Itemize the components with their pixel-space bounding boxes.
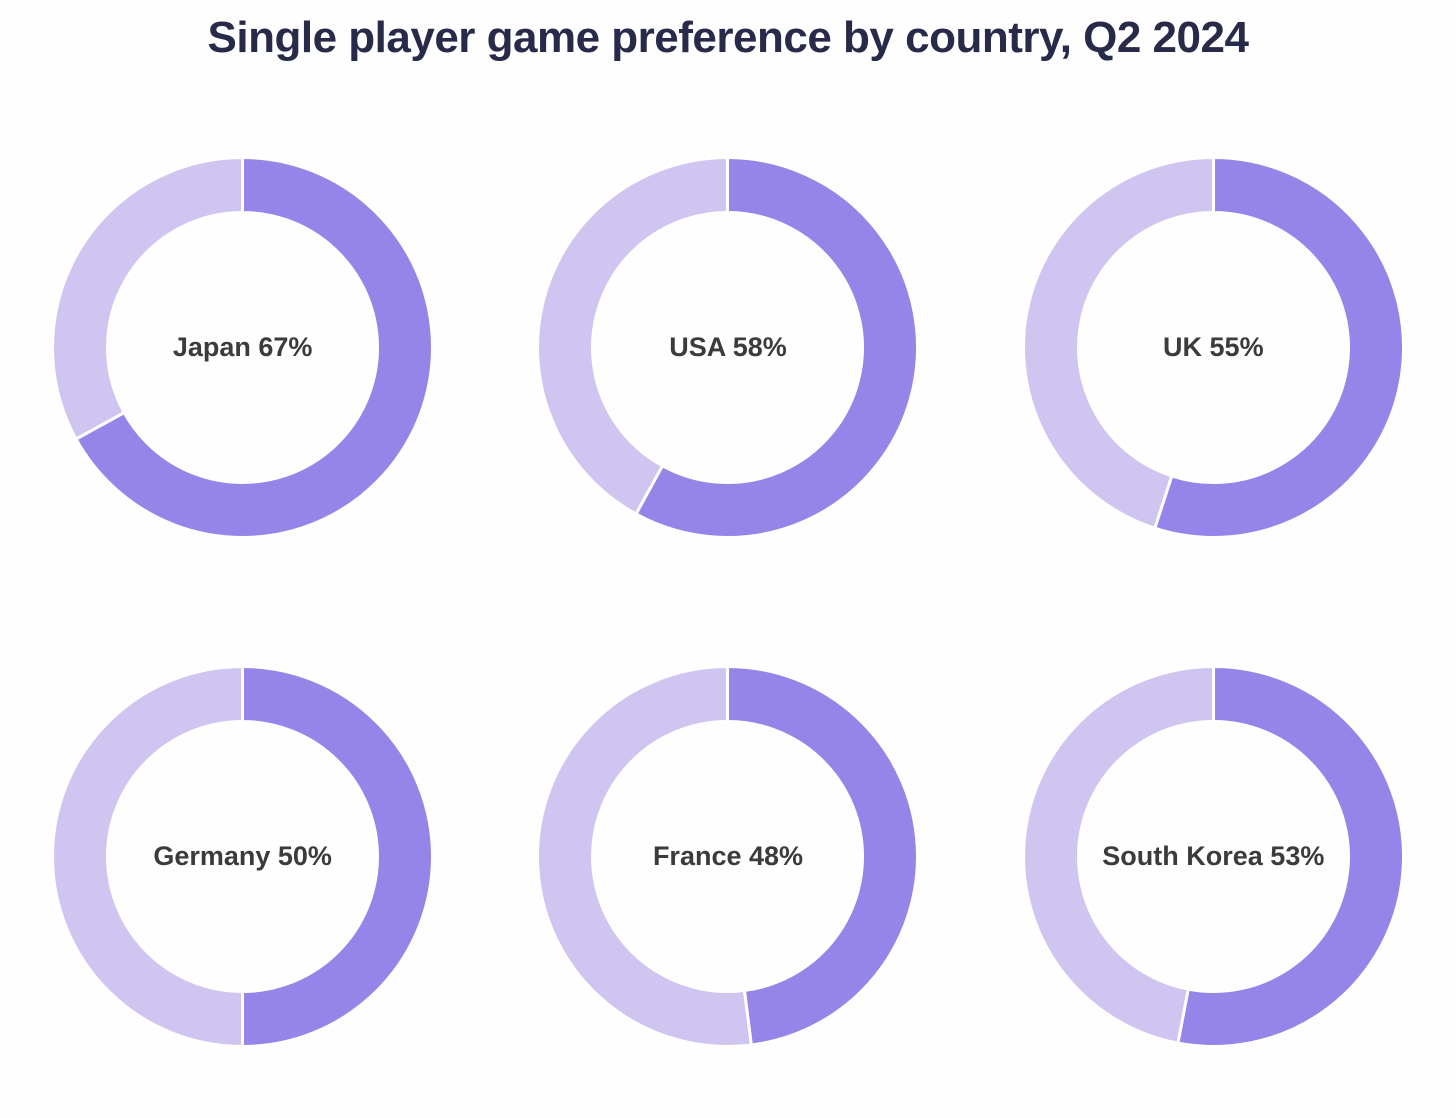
donut-ring-france	[536, 664, 920, 1048]
donut-chart-uk: UK 55%	[1021, 155, 1406, 540]
donut-chart-japan: Japan 67%	[50, 155, 435, 540]
donut-chart-france: France 48%	[535, 664, 920, 1049]
donut-ring-japan	[51, 155, 435, 539]
chart-title: Single player game preference by country…	[207, 13, 1249, 62]
donut-ring-germany	[51, 664, 435, 1048]
donut-chart-usa: USA 58%	[535, 155, 920, 540]
donut-ring-uk	[1021, 155, 1405, 539]
donut-chart-south-korea: South Korea 53%	[1021, 664, 1406, 1049]
donut-grid: Japan 67% USA 58% UK 55% Germany 50% Fra…	[0, 155, 1456, 1049]
donut-ring-usa	[536, 155, 920, 539]
donut-chart-germany: Germany 50%	[50, 664, 435, 1049]
donut-ring-south-korea	[1021, 664, 1405, 1048]
